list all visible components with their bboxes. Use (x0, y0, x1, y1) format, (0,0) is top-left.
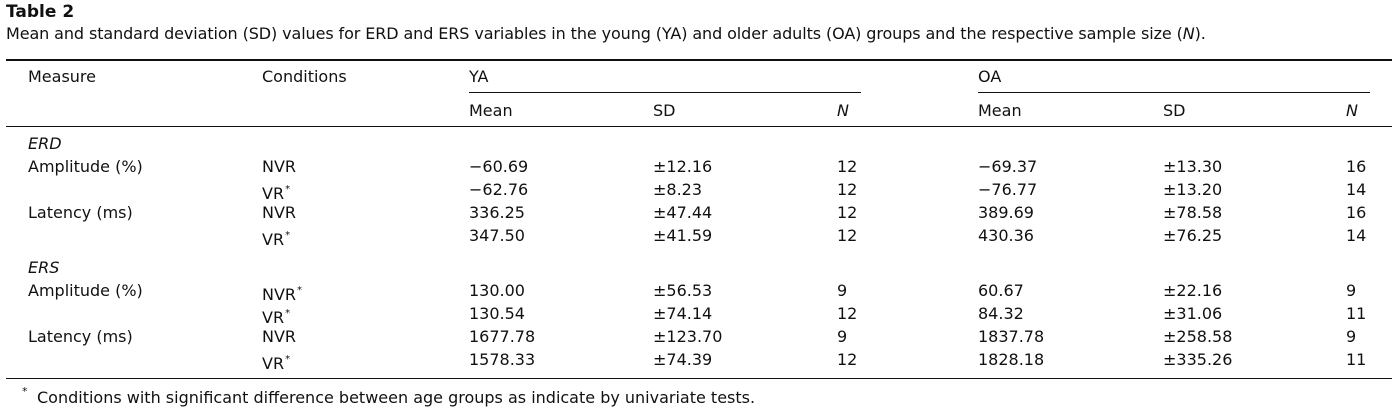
header-group-oa: OA (978, 67, 1002, 86)
cell-ya-mean: 336.25 (469, 203, 525, 222)
cell-ya-n: 12 (837, 350, 858, 369)
cell-oa-n: 14 (1346, 180, 1367, 199)
cell-oa-n: 16 (1346, 157, 1367, 176)
cell-oa-mean: 1837.78 (978, 327, 1045, 346)
ya-group-rule (469, 92, 861, 93)
cell-ya-sd: ±56.53 (653, 281, 713, 300)
cell-ya-sd: ±41.59 (653, 226, 713, 245)
cell-ya-n: 12 (837, 203, 858, 222)
cell-oa-mean: 60.67 (978, 281, 1024, 300)
cell-condition: VR* (262, 304, 290, 328)
cell-ya-mean: −62.76 (469, 180, 529, 199)
cell-oa-mean: 1828.18 (978, 350, 1045, 369)
cell-ya-mean: 347.50 (469, 226, 525, 245)
cell-oa-sd: ±31.06 (1163, 304, 1223, 323)
cell-ya-mean: 130.54 (469, 304, 525, 323)
cell-ya-n: 9 (837, 281, 848, 300)
table-title: Table 2 (6, 2, 75, 22)
significance-marker: * (297, 285, 303, 296)
cell-oa-mean: −69.37 (978, 157, 1038, 176)
cell-ya-sd: ±47.44 (653, 203, 713, 222)
condition-label: NVR (262, 203, 297, 222)
cell-oa-sd: ±258.58 (1163, 327, 1233, 346)
cell-ya-n: 12 (837, 304, 858, 323)
cell-ya-sd: ±74.39 (653, 350, 713, 369)
section-label: ERD (28, 134, 62, 153)
condition-label: VR (262, 230, 285, 249)
cell-oa-sd: ±78.58 (1163, 203, 1223, 222)
cell-ya-mean: 130.00 (469, 281, 525, 300)
header-bottom-rule (6, 126, 1392, 127)
cell-oa-mean: −76.77 (978, 180, 1038, 199)
significance-marker: * (285, 354, 291, 365)
cell-oa-sd: ±22.16 (1163, 281, 1223, 300)
cell-condition: VR* (262, 350, 290, 374)
header-oa-mean: Mean (978, 101, 1022, 120)
cell-ya-n: 12 (837, 226, 858, 245)
cell-ya-sd: ±74.14 (653, 304, 713, 323)
condition-label: VR (262, 354, 285, 373)
cell-oa-sd: ±13.20 (1163, 180, 1223, 199)
significance-marker: * (285, 308, 291, 319)
cell-ya-sd: ±12.16 (653, 157, 713, 176)
cell-measure: Amplitude (%) (28, 281, 143, 300)
cell-measure: Amplitude (%) (28, 157, 143, 176)
cell-condition: VR* (262, 226, 290, 250)
oa-group-rule (978, 92, 1370, 93)
cell-oa-n: 16 (1346, 203, 1367, 222)
cell-oa-n: 14 (1346, 226, 1367, 245)
cell-oa-sd: ±76.25 (1163, 226, 1223, 245)
header-measure: Measure (28, 67, 96, 86)
cell-oa-mean: 389.69 (978, 203, 1034, 222)
header-oa-n: N (1346, 101, 1358, 120)
condition-label: VR (262, 308, 285, 327)
cell-oa-sd: ±13.30 (1163, 157, 1223, 176)
cell-oa-mean: 430.36 (978, 226, 1034, 245)
cell-condition: NVR (262, 157, 296, 177)
table-top-rule (6, 59, 1392, 61)
cell-oa-n: 11 (1346, 350, 1367, 369)
footnote-text: Conditions with significant difference b… (37, 388, 756, 407)
cell-ya-sd: ±8.23 (653, 180, 703, 199)
condition-label: NVR (262, 285, 297, 304)
cell-ya-n: 12 (837, 157, 858, 176)
table-bottom-rule (6, 378, 1392, 379)
cell-condition: VR* (262, 180, 290, 204)
cell-oa-n: 9 (1346, 281, 1357, 300)
header-group-ya: YA (469, 67, 489, 86)
table-caption: Mean and standard deviation (SD) values … (6, 24, 1206, 43)
cell-condition: NVR (262, 203, 296, 223)
condition-label: VR (262, 184, 285, 203)
cell-measure: Latency (ms) (28, 327, 133, 346)
condition-label: NVR (262, 157, 297, 176)
cell-oa-mean: 84.32 (978, 304, 1024, 323)
header-oa-sd: SD (1163, 101, 1186, 120)
cell-measure: Latency (ms) (28, 203, 133, 222)
significance-marker: * (285, 184, 291, 195)
header-ya-sd: SD (653, 101, 676, 120)
section-label: ERS (28, 258, 60, 277)
cell-condition: NVR* (262, 281, 302, 305)
cell-ya-n: 12 (837, 180, 858, 199)
header-ya-n: N (837, 101, 849, 120)
footnote-marker: * (22, 385, 28, 398)
cell-oa-n: 11 (1346, 304, 1367, 323)
cell-ya-mean: −60.69 (469, 157, 529, 176)
cell-condition: NVR (262, 327, 296, 347)
cell-oa-n: 9 (1346, 327, 1357, 346)
cell-ya-sd: ±123.70 (653, 327, 723, 346)
significance-marker: * (285, 230, 291, 241)
header-conditions: Conditions (262, 67, 347, 86)
cell-ya-n: 9 (837, 327, 848, 346)
cell-ya-mean: 1677.78 (469, 327, 536, 346)
cell-oa-sd: ±335.26 (1163, 350, 1233, 369)
condition-label: NVR (262, 327, 297, 346)
cell-ya-mean: 1578.33 (469, 350, 536, 369)
header-ya-mean: Mean (469, 101, 513, 120)
